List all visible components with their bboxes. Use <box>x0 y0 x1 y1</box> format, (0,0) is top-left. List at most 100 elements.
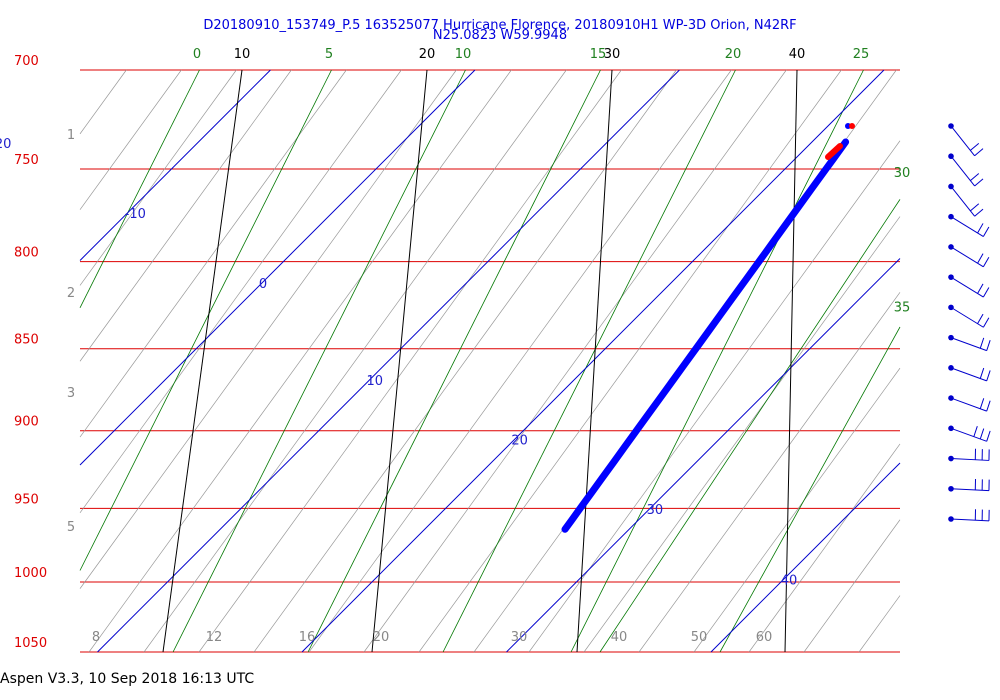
moist-adiabat-label: 5 <box>325 47 333 62</box>
wind-barb-flag <box>977 253 984 264</box>
moist-adiabat-label: 35 <box>894 301 911 316</box>
dry-adiabat-line <box>693 367 901 653</box>
moist-adiabat-line <box>79 69 200 308</box>
isotherm-label: -20 <box>0 137 11 152</box>
isotherm-label: 20 <box>511 434 528 449</box>
wind-barb-flag <box>986 370 991 382</box>
height-label: 1 <box>67 128 75 143</box>
moist-adiabat-line <box>79 69 332 571</box>
dry-adiabat-line <box>79 69 292 362</box>
moist-adiabat-line <box>599 199 901 653</box>
chart-title: D20180910_153749_P.5 163525077 Hurricane… <box>203 18 796 33</box>
wind-barb-shaft <box>950 276 984 298</box>
wind-barb-shaft <box>950 367 987 382</box>
pressure-label: 700 <box>14 54 39 69</box>
dry-adiabat-line <box>143 69 567 653</box>
wind-barb <box>948 425 991 442</box>
mixing-ratio-line <box>576 69 613 653</box>
wind-barb <box>948 213 990 237</box>
dry-adiabat-line <box>79 69 457 589</box>
wind-barb-shaft <box>950 306 984 328</box>
wind-barb <box>948 509 990 522</box>
wind-barb <box>948 123 984 157</box>
wind-barb <box>948 395 991 412</box>
wind-barb-flag <box>986 340 991 351</box>
wind-barb-shaft <box>950 488 989 492</box>
isotherm-line <box>97 69 680 653</box>
wind-barb-shaft <box>950 337 987 352</box>
dry-adiabat-line <box>803 519 901 653</box>
pressure-label: 800 <box>14 246 39 261</box>
mixing-ratio-line <box>784 69 798 653</box>
mixing-ratio-line <box>162 69 243 653</box>
isotherm-label: 30 <box>647 503 664 518</box>
isobar-group <box>80 69 900 653</box>
wind-barb-flag <box>982 317 990 328</box>
dry-adiabat-line <box>638 292 901 653</box>
dry-adiabat-line <box>418 69 842 653</box>
wind-barb-shaft <box>950 155 976 187</box>
dry-adiabat-line <box>528 140 901 653</box>
mixing-ratio-bottom-label: 16 <box>299 630 316 645</box>
wind-barb-flag <box>974 208 984 217</box>
mixing-ratio-bottom-label: 8 <box>92 630 100 645</box>
wind-barb-flag <box>977 223 984 234</box>
isotherm-label: 40 <box>781 573 798 588</box>
wind-barb-flag <box>970 203 980 212</box>
wind-barb <box>948 274 990 298</box>
isotherm-line <box>79 69 476 466</box>
wind-barb-flag <box>979 337 985 349</box>
wind-barb-flag <box>982 256 990 268</box>
wind-barb <box>948 183 984 217</box>
wind-barb-flag <box>974 178 984 187</box>
wind-barb-flag <box>970 142 980 151</box>
wind-barb-flag <box>974 148 984 157</box>
wind-barb <box>948 448 990 462</box>
mixing-ratio-bottom-label: 20 <box>373 630 390 645</box>
wind-barb-flag <box>977 283 984 294</box>
temperature-profile-group <box>561 123 855 533</box>
wind-barb <box>948 365 991 382</box>
dry-adiabat-line <box>88 69 512 653</box>
height-label: 5 <box>67 520 75 535</box>
wind-barb-flag <box>979 367 985 379</box>
wind-barb <box>948 478 990 492</box>
wind-barb-shaft <box>950 427 987 442</box>
mixing-ratio-bottom-label: 12 <box>206 630 223 645</box>
isotherm-group <box>79 69 901 653</box>
dry-adiabat-line <box>748 443 901 653</box>
dry-adiabat-line <box>79 69 347 438</box>
wind-barb <box>948 244 990 268</box>
moist-adiabat-label: 0 <box>193 47 201 62</box>
pressure-label: 950 <box>14 492 39 507</box>
mixing-ratio-label: 30 <box>604 47 621 62</box>
pressure-label: 1000 <box>14 566 47 581</box>
mixing-ratio-label: 40 <box>789 47 806 62</box>
wind-barb-flag <box>982 287 990 298</box>
moist-adiabat-label: 10 <box>455 47 472 62</box>
footer-version: Aspen V3.3, 10 Sep 2018 16:13 UTC <box>0 671 254 687</box>
moist-adiabat-label: 20 <box>725 47 742 62</box>
wind-barb-flag <box>977 313 984 324</box>
isotherm-line <box>301 69 885 653</box>
moist-adiabat-label: 30 <box>894 166 911 181</box>
wind-barb-flag <box>973 426 978 437</box>
moist-adiabat-label: 15 <box>590 47 607 62</box>
dry-adiabat-line <box>79 69 237 286</box>
pressure-label: 850 <box>14 333 39 348</box>
pressure-label: 900 <box>14 415 39 430</box>
height-label: 3 <box>67 386 75 401</box>
wind-barb-flag <box>979 428 985 440</box>
moist-adiabat-group <box>79 69 901 653</box>
wind-barb-shaft <box>950 246 984 268</box>
moist-adiabat-line <box>719 326 901 653</box>
wind-barb-flag <box>982 226 990 237</box>
mixing-ratio-line <box>371 69 428 653</box>
moist-adiabat-line <box>307 69 601 653</box>
wind-barb-flag <box>979 398 985 409</box>
isotherm-line <box>79 69 271 261</box>
mixing-ratio-bottom-label: 30 <box>511 630 528 645</box>
dry-adiabat-line <box>858 595 901 653</box>
moist-adiabat-line <box>570 69 864 653</box>
